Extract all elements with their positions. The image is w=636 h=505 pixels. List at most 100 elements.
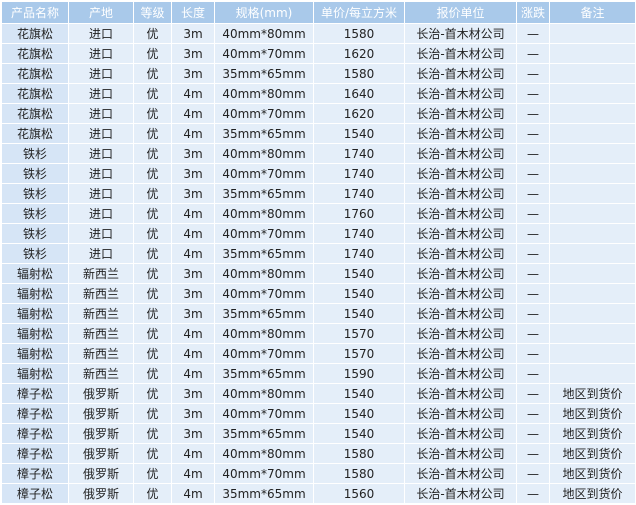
- cell: 40mm*70mm: [214, 283, 314, 304]
- table-row: 樟子松 俄罗斯优 3m 40mm*70mm 1540 长治-首木材公司 — 地区到货价: [1, 403, 636, 424]
- cell: [549, 243, 636, 264]
- cell: 优: [133, 303, 172, 324]
- cell: 优: [133, 263, 172, 284]
- cell: [549, 103, 636, 124]
- cell: 新西兰: [68, 283, 134, 304]
- cell: 进口: [68, 63, 134, 84]
- cell: 新西兰: [68, 263, 134, 284]
- cell: 长治-首木材公司: [404, 63, 517, 84]
- cell: 长治-首木材公司: [404, 83, 517, 104]
- header-row: 产品名称 产地 等级 长度 规格(mm) 单价/每立方米 报价单位 涨跌 备注: [1, 1, 636, 24]
- cell: 40mm*70mm: [214, 403, 314, 424]
- cell: 樟子松: [1, 443, 69, 464]
- cell: 3m: [171, 303, 215, 324]
- cell: [549, 143, 636, 164]
- cell: 樟子松: [1, 483, 69, 504]
- cell: —: [516, 43, 550, 64]
- cell: 进口: [68, 203, 134, 224]
- cell: 3m: [171, 283, 215, 304]
- cell: 1580: [313, 463, 405, 484]
- cell: 长治-首木材公司: [404, 183, 517, 204]
- cell: 新西兰: [68, 343, 134, 364]
- cell: 40mm*70mm: [214, 343, 314, 364]
- table-row: 辐射松 新西兰优 4m 40mm*80mm 1570 长治-首木材公司 —: [1, 323, 636, 344]
- header-cell: 等级: [133, 1, 172, 24]
- cell: 1540: [313, 383, 405, 404]
- cell: 1560: [313, 483, 405, 504]
- cell: [549, 263, 636, 284]
- cell: 1740: [313, 223, 405, 244]
- cell: 进口: [68, 103, 134, 124]
- cell: 地区到货价: [549, 403, 636, 424]
- cell: 花旗松: [1, 43, 69, 64]
- cell: 1740: [313, 243, 405, 264]
- cell: 35mm*65mm: [214, 423, 314, 444]
- table-row: 辐射松 新西兰优 4m 35mm*65mm 1590 长治-首木材公司 —: [1, 363, 636, 384]
- cell: 1620: [313, 103, 405, 124]
- cell: 长治-首木材公司: [404, 143, 517, 164]
- cell: 3m: [171, 163, 215, 184]
- cell: 4m: [171, 483, 215, 504]
- cell: 1540: [313, 403, 405, 424]
- cell: 1760: [313, 203, 405, 224]
- header-cell: 单价/每立方米: [313, 1, 405, 24]
- cell: 长治-首木材公司: [404, 203, 517, 224]
- table-row: 花旗松 进口优 4m 40mm*70mm 1620 长治-首木材公司 —: [1, 103, 636, 124]
- table-row: 辐射松 新西兰优 3m 35mm*65mm 1540 长治-首木材公司 —: [1, 303, 636, 324]
- cell: 4m: [171, 123, 215, 144]
- cell: 优: [133, 343, 172, 364]
- cell: 4m: [171, 223, 215, 244]
- cell: 辐射松: [1, 303, 69, 324]
- cell: 长治-首木材公司: [404, 243, 517, 264]
- cell: —: [516, 263, 550, 284]
- cell: 进口: [68, 243, 134, 264]
- cell: —: [516, 203, 550, 224]
- cell: —: [516, 163, 550, 184]
- cell: 长治-首木材公司: [404, 163, 517, 184]
- cell: 新西兰: [68, 323, 134, 344]
- cell: 辐射松: [1, 263, 69, 284]
- cell: [549, 223, 636, 244]
- cell: 长治-首木材公司: [404, 303, 517, 324]
- cell: 辐射松: [1, 323, 69, 344]
- cell: 3m: [171, 63, 215, 84]
- cell: —: [516, 83, 550, 104]
- cell: 进口: [68, 43, 134, 64]
- cell: 35mm*65mm: [214, 483, 314, 504]
- cell: 长治-首木材公司: [404, 123, 517, 144]
- cell: 长治-首木材公司: [404, 23, 517, 44]
- cell: 花旗松: [1, 83, 69, 104]
- cell: 1570: [313, 323, 405, 344]
- cell: 1540: [313, 303, 405, 324]
- cell: 优: [133, 203, 172, 224]
- cell: 新西兰: [68, 363, 134, 384]
- cell: 铁杉: [1, 243, 69, 264]
- cell: 长治-首木材公司: [404, 223, 517, 244]
- cell: 1740: [313, 163, 405, 184]
- cell: 3m: [171, 183, 215, 204]
- cell: 4m: [171, 443, 215, 464]
- cell: 长治-首木材公司: [404, 263, 517, 284]
- cell: 优: [133, 383, 172, 404]
- cell: 4m: [171, 103, 215, 124]
- cell: 40mm*80mm: [214, 23, 314, 44]
- cell: 40mm*80mm: [214, 443, 314, 464]
- cell: 铁杉: [1, 163, 69, 184]
- cell: 地区到货价: [549, 423, 636, 444]
- cell: [549, 23, 636, 44]
- table-row: 花旗松 进口优 4m 35mm*65mm 1540 长治-首木材公司 —: [1, 123, 636, 144]
- cell: 1580: [313, 23, 405, 44]
- cell: 樟子松: [1, 383, 69, 404]
- cell: [549, 323, 636, 344]
- cell: 1540: [313, 263, 405, 284]
- cell: 40mm*80mm: [214, 143, 314, 164]
- table-row: 辐射松 新西兰优 3m 40mm*80mm 1540 长治-首木材公司 —: [1, 263, 636, 284]
- cell: 1540: [313, 123, 405, 144]
- cell: 4m: [171, 363, 215, 384]
- cell: 4m: [171, 243, 215, 264]
- table-row: 樟子松 俄罗斯优 4m 40mm*80mm 1580 长治-首木材公司 — 地区到货价: [1, 443, 636, 464]
- cell: 长治-首木材公司: [404, 363, 517, 384]
- cell: —: [516, 223, 550, 244]
- cell: 1540: [313, 283, 405, 304]
